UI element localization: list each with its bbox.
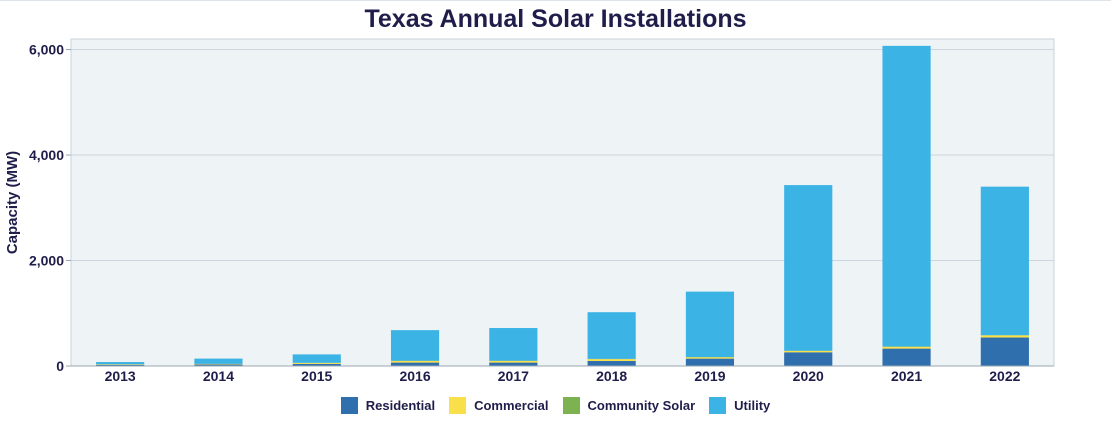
bar-utility-2017[interactable] [489, 328, 538, 361]
x-tick-label: 2019 [694, 368, 725, 384]
bar-utility-2021[interactable] [882, 45, 931, 347]
bar-utility-2022[interactable] [980, 186, 1029, 336]
chart-legend: Residential Commercial Community Solar Util… [0, 397, 1111, 414]
legend-swatch [340, 397, 358, 414]
legend-label: Community Solar [587, 398, 696, 413]
y-tick-label: 2,000 [29, 253, 64, 269]
bar-commercial-2020[interactable] [784, 350, 833, 353]
x-tick-label: 2021 [891, 368, 922, 384]
x-tick-label: 2014 [203, 368, 234, 384]
x-tick-label: 2022 [989, 368, 1020, 384]
bar-utility-2018[interactable] [587, 312, 636, 359]
bar-residential-2014[interactable] [194, 364, 243, 366]
x-tick-label: 2015 [301, 368, 332, 384]
bar-residential-2022[interactable] [980, 337, 1029, 366]
bar-utility-2019[interactable] [685, 291, 735, 358]
bar-residential-2016[interactable] [390, 362, 440, 366]
legend-item-commercial[interactable]: Commercial [449, 397, 549, 414]
bar-residential-2013[interactable] [96, 364, 145, 366]
y-tick-label: 0 [56, 358, 64, 374]
bar-residential-2020[interactable] [784, 352, 833, 366]
bar-commercial-2017[interactable] [489, 360, 538, 363]
chart-canvas: 0 2,000 4,000 6,000 Capacity (MW) 2013 2014 201… [4, 38, 1055, 384]
legend-label: Commercial [474, 398, 549, 413]
x-tick-label: 2018 [596, 368, 627, 384]
bar-residential-2017[interactable] [489, 362, 538, 366]
bar-commercial-2019[interactable] [685, 357, 735, 359]
bar-commercial-2021[interactable] [882, 346, 931, 349]
legend-label: Utility [734, 398, 771, 413]
legend-swatch [562, 397, 580, 414]
bar-residential-2018[interactable] [587, 360, 636, 366]
bar-utility-2015[interactable] [292, 354, 341, 363]
x-tick-label: 2016 [399, 368, 430, 384]
y-tick-label: 6,000 [29, 42, 64, 58]
y-tick-label: 4,000 [29, 147, 64, 163]
bar-residential-2019[interactable] [685, 358, 735, 366]
bar-commercial-2014[interactable] [194, 363, 243, 365]
bar-commercial-2016[interactable] [390, 360, 440, 363]
legend-label: Residential [365, 398, 436, 413]
legend-item-utility[interactable]: Utility [709, 397, 770, 414]
bar-commercial-2015[interactable] [292, 362, 341, 364]
bar-commercial-2022[interactable] [980, 335, 1029, 338]
legend-item-residential[interactable]: Residential [340, 397, 436, 414]
bar-residential-2021[interactable] [882, 348, 931, 366]
bar-commercial-2018[interactable] [587, 359, 636, 361]
bar-utility-2020[interactable] [784, 185, 833, 351]
legend-swatch [449, 397, 467, 414]
legend-swatch [709, 397, 727, 414]
bar-utility-2013[interactable] [96, 362, 145, 365]
legend-item-community-solar[interactable]: Community Solar [562, 397, 696, 414]
top-divider [0, 0, 1111, 1]
bar-utility-2014[interactable] [194, 358, 243, 364]
chart-title: Texas Annual Solar Installations [364, 5, 747, 33]
x-tick-label: 2017 [498, 368, 529, 384]
bar-residential-2015[interactable] [292, 363, 341, 366]
bar-commercial-2013[interactable] [96, 364, 145, 365]
y-axis-label: Capacity (MW) [4, 151, 21, 254]
x-tick-label: 2013 [105, 368, 136, 384]
x-tick-label: 2020 [793, 368, 824, 384]
bar-utility-2016[interactable] [390, 330, 440, 361]
